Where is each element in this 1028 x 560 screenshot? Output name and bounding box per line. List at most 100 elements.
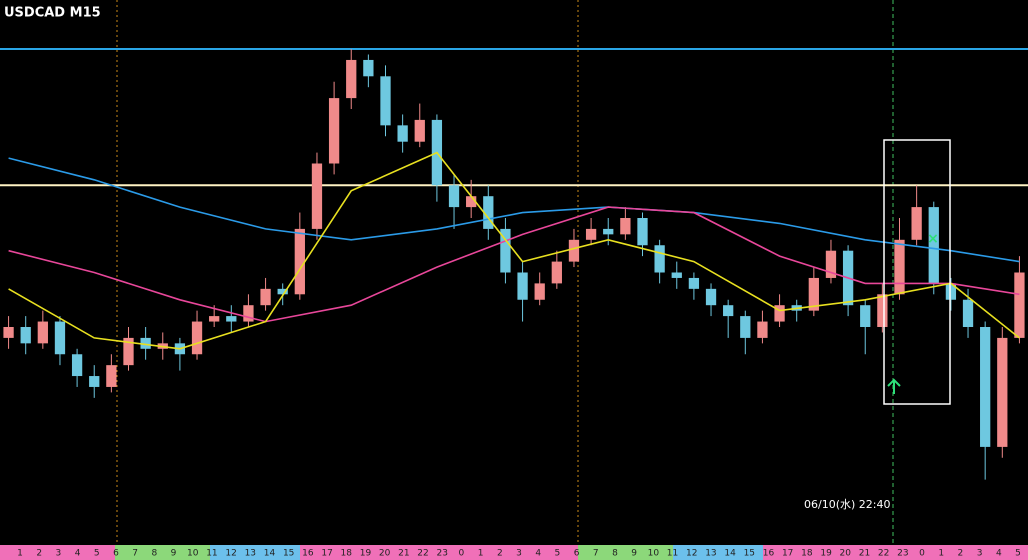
- candle-body: [71, 354, 83, 377]
- candle-body: [928, 207, 939, 284]
- time-label: 12: [686, 549, 697, 559]
- time-label: 6: [113, 549, 119, 559]
- time-label: 17: [782, 549, 793, 559]
- candle-body: [980, 327, 991, 447]
- time-label: 16: [302, 549, 314, 559]
- candle-body: [705, 288, 717, 306]
- candle-body: [585, 228, 597, 240]
- time-label: 18: [341, 549, 353, 559]
- candle-body: [260, 288, 271, 306]
- time-label: 0: [919, 549, 925, 559]
- time-label: 11: [206, 549, 217, 559]
- exit-mark: ×: [927, 231, 939, 247]
- candle-body: [466, 196, 477, 208]
- candle-body: [397, 125, 408, 142]
- candle-body: [414, 119, 425, 142]
- time-label: 10: [187, 549, 199, 559]
- time-label: 0: [459, 549, 465, 559]
- candle-body: [911, 207, 922, 240]
- plot: [0, 48, 1028, 480]
- candle-body: [945, 283, 957, 300]
- candle-body: [603, 228, 614, 235]
- session: [300, 545, 578, 560]
- time-label: 4: [75, 549, 81, 559]
- time-label: 3: [977, 549, 983, 559]
- time-label: 1: [17, 549, 23, 559]
- indicator-line: [8, 206, 1020, 323]
- time-strip: 1 2 3 4 5 6 7 8 9 10 11 12 13 14 15 16 17 18 19 20 21 22 23 0 1 2…: [0, 545, 1028, 560]
- timestamp: 06/10(水) 22:40: [804, 498, 890, 511]
- candle-body: [3, 327, 14, 338]
- candle-body: [962, 299, 974, 327]
- session: [210, 545, 300, 560]
- candle-body: [568, 239, 580, 262]
- candle-body: [723, 305, 734, 317]
- time-label: 11: [667, 549, 678, 559]
- time-label: 16: [763, 549, 775, 559]
- time-label: 20: [840, 549, 852, 559]
- time-label: 20: [379, 549, 391, 559]
- candle-body: [620, 218, 631, 235]
- candle-body: [551, 261, 562, 284]
- session: [0, 545, 115, 560]
- candle-body: [363, 59, 374, 77]
- time-label: 6: [574, 549, 580, 559]
- plot-bg: [0, 0, 1028, 545]
- time-label: 23: [897, 549, 908, 559]
- highlight-box: [883, 139, 951, 405]
- time-label: 2: [958, 549, 964, 559]
- candle-body: [140, 337, 151, 349]
- candle-body: [226, 316, 237, 322]
- candle-body: [894, 239, 905, 295]
- time-label: 12: [225, 549, 236, 559]
- time-label: 2: [36, 549, 42, 559]
- candle-body: [20, 327, 31, 344]
- candle-body: [534, 283, 545, 300]
- entry-arrow: [887, 378, 901, 394]
- candle-body: [637, 218, 648, 246]
- time-label: 4: [535, 549, 541, 559]
- time-label: 8: [612, 549, 618, 559]
- candle-body: [688, 277, 700, 289]
- time-label: 15: [744, 549, 755, 559]
- candle-body: [346, 59, 357, 99]
- candle-body: [89, 376, 100, 387]
- time-label: 22: [417, 549, 428, 559]
- time-label: 14: [264, 549, 276, 559]
- time-label: 2: [497, 549, 503, 559]
- candle-body: [1014, 272, 1025, 338]
- candle-body: [757, 321, 768, 338]
- candle-body: [380, 76, 391, 126]
- time-label: 5: [1015, 549, 1021, 559]
- time-label: 13: [245, 549, 256, 559]
- indicator-line: [8, 151, 1020, 350]
- time-label: 4: [996, 549, 1002, 559]
- candle-body: [671, 272, 682, 278]
- time-label: 21: [398, 549, 409, 559]
- time-label: 9: [631, 549, 637, 559]
- time-label: 22: [878, 549, 889, 559]
- time-label: 19: [820, 549, 832, 559]
- time-label: 1: [938, 549, 944, 559]
- candle-body: [517, 272, 528, 300]
- candle-body: [825, 250, 837, 278]
- session: [673, 545, 763, 560]
- candle-body: [191, 321, 203, 355]
- candle-body: [54, 321, 66, 355]
- session: [578, 545, 673, 560]
- candle-body: [209, 316, 220, 322]
- time-label: 7: [593, 549, 599, 559]
- candle-body: [740, 316, 751, 338]
- candle-body: [123, 337, 134, 366]
- time-label: 18: [801, 549, 813, 559]
- candle-body: [277, 288, 288, 295]
- candle-body: [877, 294, 888, 327]
- candle-body: [774, 305, 785, 322]
- candle-body: [654, 245, 665, 273]
- time-label: 3: [516, 549, 522, 559]
- time-label: 10: [648, 549, 660, 559]
- time-label: 21: [859, 549, 870, 559]
- candle-body: [328, 98, 340, 164]
- candle-body: [500, 228, 511, 273]
